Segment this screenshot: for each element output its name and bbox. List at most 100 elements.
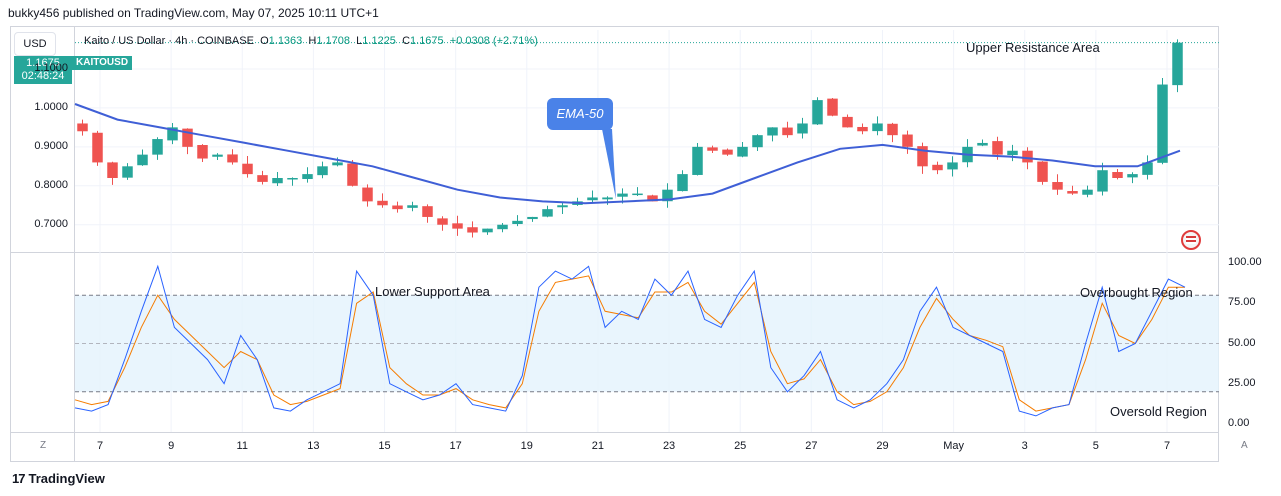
candle-body (992, 141, 1003, 155)
candle-body (977, 142, 988, 146)
brand-name: TradingView (28, 471, 105, 486)
symbol-tag: KAITOUSD (72, 56, 133, 70)
candle-body (707, 147, 718, 151)
candle-body (167, 127, 178, 141)
candle-body (92, 132, 103, 163)
bar-countdown: 02:48:24 (21, 70, 65, 82)
date-tick-label: 15 (378, 440, 391, 452)
low-label: L (356, 35, 363, 47)
candle-body (1127, 174, 1138, 178)
candle-body (812, 100, 823, 125)
symbol-legend: Kaito / US Dollar · 4h · COINBASE O1.136… (84, 35, 538, 47)
pane-divider[interactable] (10, 252, 1219, 253)
date-tick-label: 25 (734, 440, 747, 452)
us-flag-icon[interactable] (1181, 230, 1201, 250)
candle-body (872, 123, 883, 132)
currency-button[interactable]: USD (14, 32, 56, 56)
price-scale-divider (74, 26, 75, 462)
candle-body (722, 149, 733, 155)
timezone-corner[interactable]: Z (40, 440, 47, 451)
date-tick-label: 29 (876, 440, 889, 452)
candle-body (752, 135, 763, 148)
stoch-tick-label: 0.00 (1228, 416, 1250, 429)
stoch-k-line (74, 264, 1186, 417)
candle-body (137, 154, 148, 166)
candle-body (1007, 150, 1018, 156)
tradingview-logo: 17 TradingView (12, 471, 105, 486)
auto-scale-button[interactable]: A (1241, 440, 1248, 451)
open-label: O (260, 35, 269, 47)
price-tick-label: 0.7000 (34, 217, 68, 230)
close-value: 1.1675 (410, 35, 444, 47)
candle-body (242, 163, 253, 175)
date-tick-label: 5 (1092, 440, 1099, 452)
candle-body (482, 228, 493, 233)
candle-body (647, 195, 658, 202)
low-value: 1.1225 (362, 35, 396, 47)
ema-callout: EMA-50 (547, 98, 613, 130)
candle-body (377, 200, 388, 206)
stoch-tick-label: 50.00 (1228, 336, 1256, 349)
candle-body (497, 224, 508, 230)
current-price-tag: 1.1675 02:48:24 KAITOUSD (14, 56, 136, 84)
candles (77, 39, 1183, 238)
publisher-line: bukky456 published on TradingView.com, M… (8, 6, 379, 20)
candle-body (302, 174, 313, 180)
candle-body (512, 220, 523, 225)
candle-body (887, 123, 898, 136)
chart-frame (10, 26, 1219, 462)
candle-body (1157, 84, 1168, 163)
lower-support-label: Lower Support Area (375, 284, 490, 299)
candle-body (917, 146, 928, 167)
price-tick-label: 0.8000 (34, 178, 68, 191)
price-box: 1.1675 02:48:24 (14, 56, 72, 84)
candle-body (107, 162, 118, 178)
upper-resistance-label: Upper Resistance Area (966, 40, 1100, 55)
price-tick-label: 1.1000 (34, 61, 68, 74)
overbought-label: Overbought Region (1080, 285, 1193, 300)
candle-body (1142, 162, 1153, 175)
candle-body (1037, 161, 1048, 182)
date-tick-label: 19 (520, 440, 533, 452)
candle-body (77, 123, 88, 132)
candle-body (797, 123, 808, 134)
candle-body (422, 206, 433, 217)
date-tick-label: May (943, 440, 964, 452)
date-tick-label: 7 (1163, 440, 1171, 452)
candle-body (947, 162, 958, 170)
candle-body (632, 193, 643, 196)
candle-body (257, 175, 268, 182)
candle-body (857, 126, 868, 132)
date-tick-label: 23 (662, 440, 676, 452)
time-axis-divider (10, 432, 1219, 433)
close-label: C (402, 35, 411, 47)
candle-body (1112, 172, 1123, 178)
candle-body (617, 193, 628, 197)
tradingview-mark-icon: 17 (12, 471, 26, 486)
price-tick-label: 0.9000 (34, 139, 68, 152)
candle-body (392, 205, 403, 210)
candle-body (1097, 170, 1108, 192)
candle-body (287, 178, 298, 180)
candle-body (272, 178, 283, 184)
candle-body (677, 174, 688, 192)
candle-body (692, 146, 703, 175)
candle-body (122, 166, 133, 178)
candle-body (407, 205, 418, 208)
candle-body (182, 128, 193, 147)
candle-body (782, 127, 793, 136)
candle-body (527, 216, 538, 220)
date-tick-label: 9 (168, 440, 175, 452)
candle-body (827, 98, 838, 116)
date-tick-label: 7 (96, 440, 104, 452)
candle-body (767, 127, 778, 136)
candle-body (227, 154, 238, 163)
stoch-tick-label: 25.00 (1228, 376, 1256, 389)
change-value: +0.0308 (+2.71%) (449, 35, 538, 47)
date-tick-label: 17 (449, 440, 462, 452)
candle-body (152, 139, 163, 155)
price-tick-label: 1.0000 (34, 100, 68, 113)
candle-body (932, 164, 943, 171)
candle-body (197, 145, 208, 159)
